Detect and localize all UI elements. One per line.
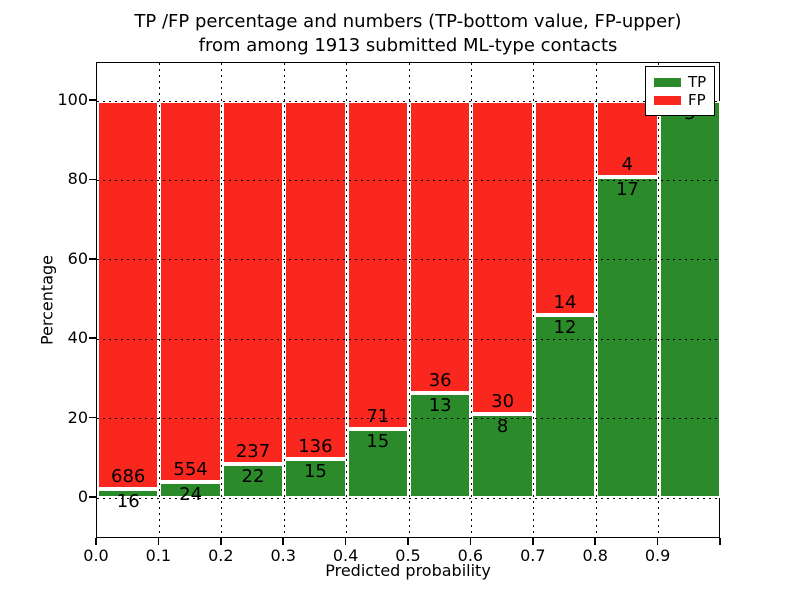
legend-label-fp: FP (688, 91, 706, 109)
bar-count-label-fp: 30 (491, 391, 515, 413)
bar-tp-segment (596, 176, 659, 498)
y-axis-tick (89, 496, 96, 498)
chart-title-line1: TP /FP percentage and numbers (TP-bottom… (134, 11, 682, 32)
x-tick-label: 0.8 (582, 546, 608, 565)
chart-title: TP /FP percentage and numbers (TP-bottom… (96, 10, 720, 58)
x-axis-tick (220, 538, 222, 545)
gridline-vertical (221, 63, 223, 537)
x-axis-tick (719, 538, 721, 545)
bar-count-label-fp: 686 (111, 465, 146, 487)
x-tick-label: 0.1 (145, 546, 172, 565)
y-axis-tick (89, 416, 96, 419)
bar-fp-segment (221, 101, 285, 465)
x-axis-tick (656, 538, 659, 545)
bar-count-label-fp: 14 (553, 291, 577, 313)
bar-fp-segment (409, 101, 472, 393)
bar-count-label-tp: 8 (496, 416, 509, 438)
bar-tp-segment (159, 481, 222, 498)
y-tick-label: 100 (57, 90, 88, 109)
bar-count-label-tp: 22 (241, 466, 265, 488)
x-axis-tick (532, 538, 534, 545)
bar-count-label-fp: 237 (235, 441, 271, 463)
bar-count-label-tp: 15 (366, 430, 390, 452)
bar-count-label-fp: 136 (298, 435, 333, 457)
legend: TP FP (645, 66, 716, 116)
gridline-horizontal (97, 179, 719, 181)
x-tick-label: 0.9 (644, 546, 671, 565)
bar-tp-segment (97, 488, 160, 498)
x-axis-tick (594, 538, 596, 545)
fp-swatch-icon (654, 95, 681, 105)
bar-count-label-tp: 13 (428, 394, 452, 416)
x-axis-tick (407, 538, 409, 545)
x-axis-label: Predicted probability (325, 561, 491, 580)
bar-count-label-tp: 15 (303, 460, 327, 482)
y-axis-tick (89, 99, 96, 101)
x-tick-label: 0.4 (332, 546, 359, 565)
y-tick-label: 0 (77, 487, 88, 506)
x-tick-label: 0.2 (208, 546, 234, 565)
bar-tp-segment (284, 458, 347, 498)
y-axis-tick (89, 178, 96, 181)
bar-tp-segment (533, 314, 597, 498)
bar-fp-segment (533, 101, 597, 315)
gridline-horizontal (97, 100, 719, 102)
legend-label-tp: TP (688, 73, 707, 91)
x-tick-label: 0.0 (83, 546, 109, 565)
x-axis-tick (282, 538, 284, 545)
bar-count-label-tp: 12 (553, 316, 577, 338)
bar-tp-segment (471, 414, 534, 498)
x-tick-label: 0.7 (520, 546, 546, 565)
bar-count-label-fp: 71 (366, 405, 390, 427)
x-axis-tick (157, 538, 160, 545)
gridline-horizontal (97, 497, 719, 499)
x-axis-tick (95, 538, 97, 545)
bar-tp-segment (409, 392, 472, 498)
plot-area: 686165542423722136157115361330814124173 (96, 62, 721, 538)
bar-tp-segment (346, 428, 409, 498)
bar-fp-segment (284, 101, 347, 459)
legend-entry-tp: TP (654, 74, 706, 90)
gridline-vertical (595, 63, 597, 537)
x-tick-label: 0.6 (457, 546, 484, 565)
gridline-vertical (158, 63, 160, 537)
x-axis-tick (344, 538, 347, 545)
bar-count-label-tp: 17 (615, 178, 639, 200)
bar-tp-segment (221, 464, 285, 498)
bar-count-label-tp: 24 (179, 483, 203, 505)
bar-tp-segment (658, 101, 721, 498)
chart-title-line2: from among 1913 submitted ML-type contac… (198, 35, 618, 56)
x-tick-label: 0.5 (395, 546, 421, 565)
bar-count-label-fp: 554 (173, 458, 208, 480)
bar-count-label-fp: 4 (621, 153, 634, 175)
bar-count-label-fp: 36 (428, 369, 452, 391)
x-axis-tick (469, 538, 472, 545)
gridline-horizontal (97, 418, 719, 420)
gridline-vertical (283, 63, 285, 537)
y-tick-label: 20 (67, 407, 88, 427)
bar-count-label-tp: 16 (116, 490, 140, 512)
y-tick-label: 60 (67, 248, 88, 268)
gridline-vertical (408, 63, 410, 537)
gridline-vertical (470, 63, 472, 537)
y-axis-tick (89, 258, 96, 260)
gridline-vertical (658, 63, 660, 537)
y-tick-label: 40 (67, 328, 88, 348)
bar-fp-segment (97, 101, 160, 489)
y-tick-label: 80 (67, 169, 88, 189)
tp-swatch-icon (654, 77, 681, 87)
gridline-vertical (346, 63, 348, 537)
gridline-horizontal (97, 259, 719, 261)
bar-fp-segment (471, 101, 534, 415)
gridline-horizontal (97, 338, 719, 340)
y-axis-tick (89, 337, 96, 339)
gridline-vertical (533, 63, 535, 537)
legend-entry-fp: FP (654, 92, 706, 108)
bar-fp-segment (159, 101, 222, 482)
x-tick-label: 0.3 (270, 546, 296, 565)
bar-fp-segment (346, 101, 409, 429)
